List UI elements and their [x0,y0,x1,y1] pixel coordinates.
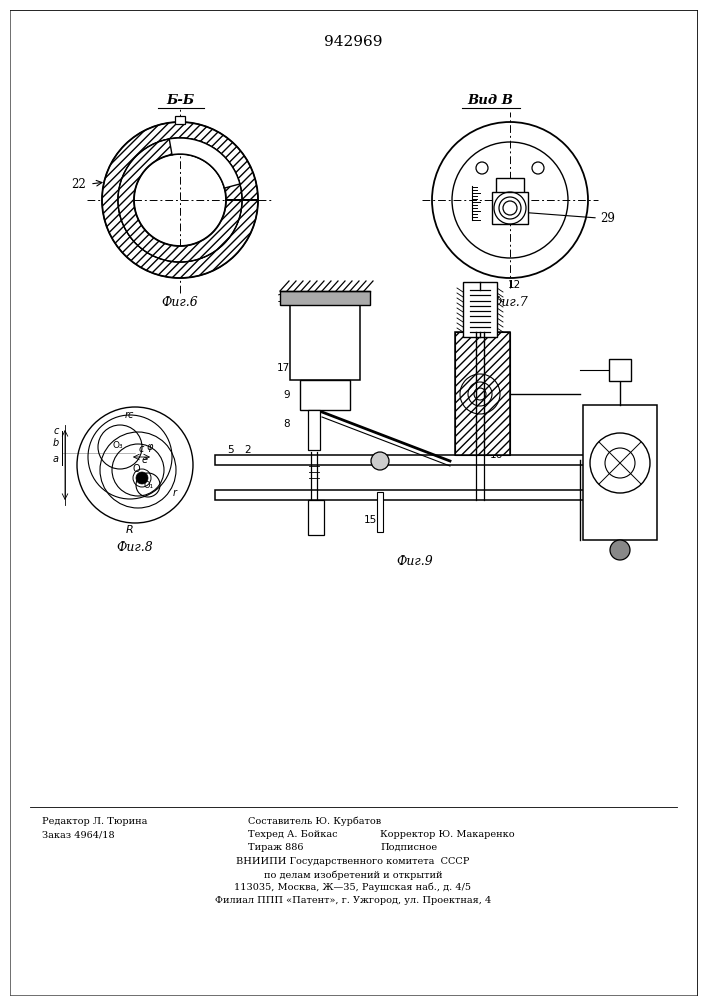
Text: 8: 8 [284,419,290,429]
Text: 12: 12 [508,280,521,290]
Circle shape [610,540,630,560]
Bar [377,492,383,532]
Bar [280,291,370,305]
Polygon shape [102,122,258,278]
Bar [496,178,524,198]
Text: r: r [173,488,177,498]
Text: Б-Б: Б-Б [166,94,194,107]
Text: c: c [139,444,144,454]
Bar [290,305,360,380]
Text: 16: 16 [490,450,503,460]
Text: b: b [53,438,59,448]
Text: 2: 2 [245,445,251,455]
Bar [308,410,320,450]
Bar [492,192,528,224]
Text: Фиг.6: Фиг.6 [162,296,199,309]
Polygon shape [309,504,319,512]
Bar [463,282,497,337]
Bar [215,490,590,500]
Bar [609,359,631,381]
Text: 13: 13 [585,485,598,495]
Text: Фиг.7: Фиг.7 [491,296,528,309]
Text: a: a [53,454,59,464]
Text: O: O [132,464,140,474]
Text: 9: 9 [284,390,290,400]
Text: Фиг.9: Фиг.9 [397,555,433,568]
Text: 22: 22 [71,178,86,190]
Polygon shape [169,138,240,188]
Text: O₃: O₃ [112,440,123,450]
Text: 15: 15 [363,515,377,525]
Circle shape [136,472,148,484]
Text: R: R [126,525,134,535]
Text: 942969: 942969 [324,35,382,49]
Text: 18: 18 [276,294,290,304]
Text: φ: φ [147,442,153,452]
Bar [583,405,657,540]
Text: Вид В: Вид В [467,94,513,107]
Text: Подписное: Подписное [380,843,437,852]
Bar [215,455,590,465]
Polygon shape [118,138,242,262]
Circle shape [371,452,389,470]
Text: Фиг.8: Фиг.8 [117,541,153,554]
Text: Техред А. Бойкас: Техред А. Бойкас [248,830,338,839]
Bar [300,380,350,410]
Text: Филиал ППП «Патент», г. Ужгород, ул. Проектная, 4: Филиал ППП «Патент», г. Ужгород, ул. Про… [215,896,491,905]
Bar [175,116,185,124]
Text: Корректор Ю. Макаренко: Корректор Ю. Макаренко [380,830,515,839]
Text: Тираж 886: Тираж 886 [248,843,303,852]
Text: ВНИИПИ Государственного комитета  СССР: ВНИИПИ Государственного комитета СССР [236,857,469,866]
Text: rс: rс [125,410,134,420]
Text: 113035, Москва, Ж—35, Раушская наб., д. 4/5: 113035, Москва, Ж—35, Раушская наб., д. … [235,883,472,892]
Text: 29: 29 [600,212,615,225]
Text: 14: 14 [310,515,322,525]
Text: 17: 17 [276,363,290,373]
Text: 5: 5 [227,445,233,455]
Text: c: c [54,426,59,436]
Text: Редактор Л. Тюрина: Редактор Л. Тюрина [42,817,147,826]
Bar [455,332,510,455]
Text: по делам изобретений и открытий: по делам изобретений и открытий [264,870,443,880]
Text: O₁: O₁ [144,482,154,490]
Bar [455,332,510,455]
Bar [308,500,324,535]
Text: Составитель Ю. Курбатов: Составитель Ю. Курбатов [248,817,381,826]
Text: e: e [142,455,148,465]
Text: Заказ 4964/18: Заказ 4964/18 [42,830,115,839]
